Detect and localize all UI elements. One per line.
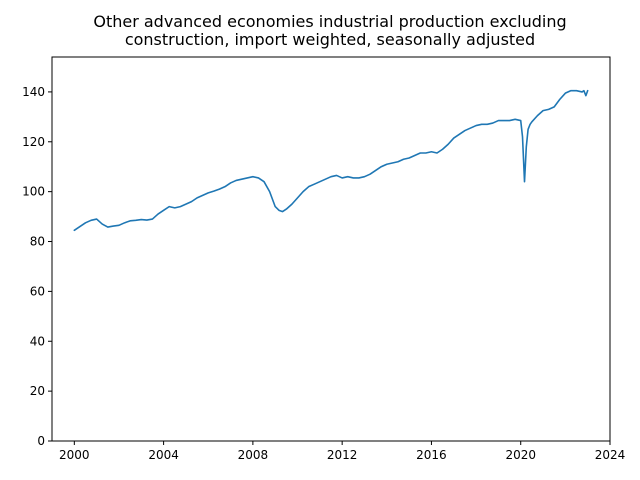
y-tick-label: 100 xyxy=(22,185,45,199)
y-axis: 0 20 40 60 80 100 120 140 xyxy=(22,85,52,448)
y-tick-label: 20 xyxy=(30,384,45,398)
chart-title: Other advanced economies industrial prod… xyxy=(93,12,566,49)
plot-frame xyxy=(51,56,611,442)
chart-title-line-1: Other advanced economies industrial prod… xyxy=(93,12,566,31)
series-line-0 xyxy=(73,89,589,232)
x-tick-label: 2024 xyxy=(595,448,626,462)
y-tick-label: 40 xyxy=(30,334,45,348)
plot-series xyxy=(73,89,589,232)
y-tick-label: 0 xyxy=(37,434,45,448)
x-axis: 2000 2004 2008 2012 2016 2020 2024 xyxy=(59,441,625,462)
x-tick-label: 2004 xyxy=(148,448,179,462)
x-tick-label: 2020 xyxy=(505,448,536,462)
y-tick-label: 120 xyxy=(22,135,45,149)
y-tick-label: 60 xyxy=(30,284,45,298)
x-tick-label: 2008 xyxy=(238,448,269,462)
x-tick-label: 2000 xyxy=(59,448,90,462)
x-tick-label: 2016 xyxy=(416,448,447,462)
y-tick-label: 140 xyxy=(22,85,45,99)
chart-title-line-2: construction, import weighted, seasonall… xyxy=(125,30,535,49)
y-tick-label: 80 xyxy=(30,235,45,249)
x-tick-label: 2012 xyxy=(327,448,358,462)
